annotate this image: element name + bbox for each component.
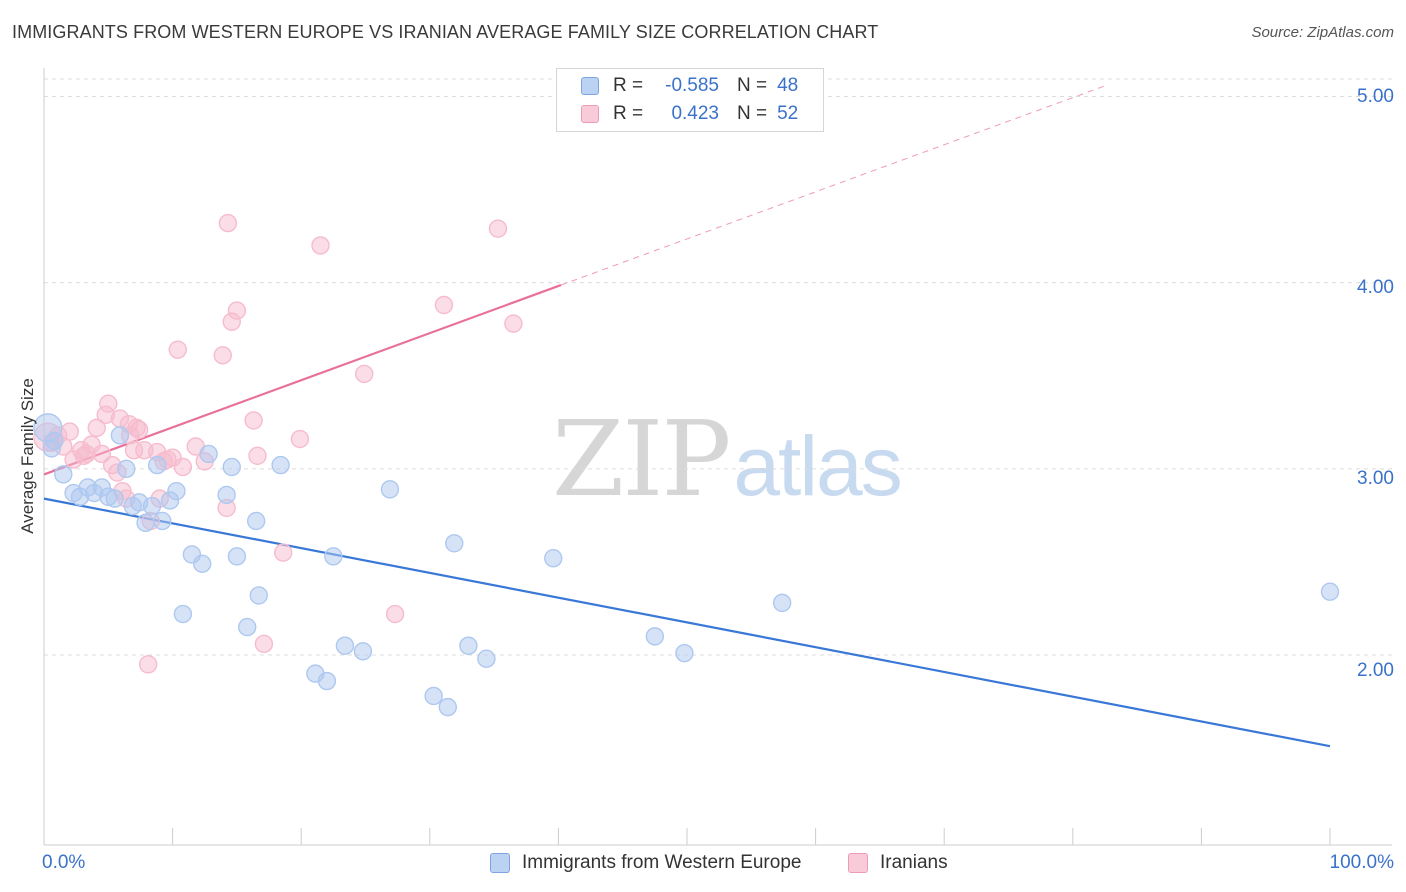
- data-point-western-europe: [110, 426, 130, 445]
- data-point-western-europe: [227, 547, 247, 566]
- y-axis-label: Average Family Size: [18, 378, 37, 534]
- data-point-western-europe: [324, 547, 343, 566]
- legend-n-value: 52: [777, 103, 799, 124]
- trend-line-extension-1: [560, 84, 1107, 286]
- data-point-iranians: [355, 364, 374, 384]
- stats-legend-row-blue: R = -0.585 N = 48: [581, 73, 798, 99]
- y-tick-label-5: 5.00: [1357, 86, 1394, 107]
- data-point-western-europe: [153, 511, 172, 531]
- chart-title: IMMIGRANTS FROM WESTERN EUROPE VS IRANIA…: [12, 22, 879, 42]
- data-point-iranians: [213, 346, 232, 365]
- data-point-iranians: [99, 394, 118, 413]
- data-point-iranians: [74, 446, 94, 466]
- data-point-iranians: [60, 422, 79, 441]
- data-point-western-europe: [142, 496, 162, 516]
- series-swatch-blue: [490, 853, 510, 873]
- data-point-western-europe: [645, 627, 665, 646]
- data-point-iranians: [227, 301, 247, 320]
- stats-legend-row-pink: R = 0.423 N = 52: [581, 101, 798, 127]
- data-point-iranians: [311, 236, 330, 255]
- trend-line-0: [43, 497, 1331, 748]
- data-point-iranians: [87, 418, 106, 438]
- series-label: Iranians: [880, 852, 948, 873]
- legend-n-value: 48: [777, 75, 799, 96]
- legend-r-label: R =: [613, 103, 644, 124]
- data-point-western-europe: [772, 593, 792, 613]
- legend-r-label: R =: [613, 75, 644, 96]
- x-tick-label-min: 0.0%: [42, 852, 86, 873]
- series-swatch-pink: [848, 853, 868, 873]
- legend-n-label: N =: [737, 75, 768, 96]
- data-point-western-europe: [380, 480, 400, 499]
- legend-swatch-blue: [581, 77, 599, 95]
- data-point-iranians: [488, 219, 508, 238]
- data-point-iranians: [218, 213, 238, 233]
- data-point-western-europe: [199, 444, 218, 464]
- chart-source: Source: ZipAtlas.com: [1251, 24, 1394, 41]
- data-point-iranians: [173, 457, 193, 477]
- legend-r-value: -0.585: [665, 75, 719, 96]
- data-point-western-europe: [222, 457, 241, 477]
- legend-swatch-pink: [581, 105, 599, 123]
- data-point-western-europe: [675, 643, 694, 663]
- data-point-iranians: [138, 655, 158, 674]
- data-point-western-europe: [167, 481, 186, 501]
- data-point-iranians: [244, 411, 263, 430]
- data-point-western-europe: [1320, 582, 1340, 601]
- grid-lines: [44, 78, 1392, 656]
- data-point-western-europe: [117, 459, 136, 479]
- watermark-atlas: atlas: [733, 419, 902, 513]
- watermark: ZIPatlas: [552, 398, 903, 520]
- data-points: [33, 213, 1340, 717]
- legend-r-value: 0.423: [671, 103, 719, 124]
- data-point-western-europe: [459, 636, 478, 655]
- y-tick-label-3: 3.00: [1357, 468, 1394, 489]
- watermark-zip: ZIP: [552, 398, 731, 520]
- data-point-western-europe: [173, 604, 193, 624]
- series-legend-iranians: Iranians: [848, 852, 948, 874]
- data-point-western-europe: [544, 548, 563, 568]
- data-point-western-europe: [477, 649, 496, 668]
- data-point-iranians: [248, 446, 267, 466]
- data-point-western-europe: [217, 485, 236, 505]
- data-point-iranians: [504, 314, 523, 333]
- data-point-western-europe: [45, 431, 64, 451]
- data-point-western-europe: [271, 455, 290, 475]
- series-legend-western-europe: Immigrants from Western Europe: [490, 852, 801, 874]
- data-point-western-europe: [136, 513, 155, 533]
- data-point-iranians: [385, 604, 405, 624]
- data-point-western-europe: [237, 617, 257, 637]
- data-point-iranians: [168, 340, 187, 359]
- data-point-western-europe: [335, 636, 355, 655]
- y-tick-label-2: 2.00: [1357, 660, 1394, 681]
- data-point-iranians: [290, 429, 310, 449]
- data-point-western-europe: [246, 511, 266, 531]
- data-point-western-europe: [249, 586, 268, 605]
- stats-legend: R = -0.585 N = 48 R = 0.423 N = 52: [556, 68, 824, 132]
- x-tick-label-max: 100.0%: [1329, 852, 1394, 873]
- y-tick-label-4: 4.00: [1357, 277, 1394, 298]
- data-point-western-europe: [317, 671, 337, 691]
- data-point-iranians: [273, 543, 293, 562]
- data-point-western-europe: [192, 554, 212, 573]
- legend-n-label: N =: [737, 103, 768, 124]
- data-point-western-europe: [105, 489, 124, 508]
- data-point-iranians: [434, 295, 454, 315]
- data-point-western-europe: [147, 455, 167, 475]
- data-point-western-europe: [54, 465, 73, 484]
- data-point-western-europe: [353, 642, 373, 661]
- data-point-western-europe: [424, 686, 443, 706]
- data-point-western-europe: [438, 697, 458, 717]
- series-label: Immigrants from Western Europe: [522, 852, 802, 873]
- axes: [43, 68, 1392, 846]
- data-point-western-europe: [445, 534, 464, 553]
- data-point-iranians: [254, 634, 274, 654]
